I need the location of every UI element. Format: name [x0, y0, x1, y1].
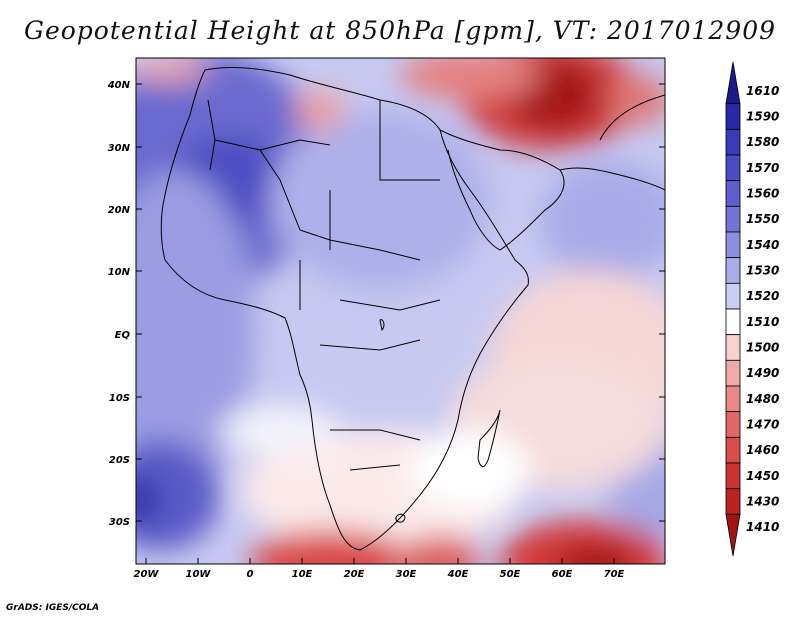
lon-label-30e: 30E [396, 569, 417, 580]
lat-label-30s: 30S [109, 517, 130, 528]
chart-title: Geopotential Height at 850hPa [gpm], VT:… [23, 16, 777, 45]
colorbar-label: 1550 [746, 212, 779, 226]
lat-label-10n: 10N [108, 267, 131, 278]
colorbar-swatch [725, 436, 741, 464]
lat-label-20s: 20S [109, 455, 130, 466]
colorbar-swatch [725, 154, 741, 182]
colorbar-swatch [725, 308, 741, 336]
colorbar-label: 1470 [746, 418, 779, 432]
colorbar-label: 1580 [746, 135, 779, 149]
colorbar-swatch [725, 257, 741, 284]
colorbar-swatch [725, 128, 741, 156]
coastlines [160, 67, 665, 551]
colorbar-swatch [725, 359, 741, 387]
lat-label-30n: 30N [108, 143, 131, 154]
lon-axis: 20W 10W 0 10E 20E 30E 40E 50E 60E 70E [134, 558, 625, 580]
colorbar-label: 1570 [746, 161, 779, 175]
lon-label-60e: 60E [552, 569, 573, 580]
lon-label-50e: 50E [500, 569, 521, 580]
colorbar-label: 1410 [746, 520, 779, 534]
colorbar-label: 1490 [746, 366, 779, 380]
lat-axis: 40N 30N 20N 10N EQ 10S 20S 30S [107, 80, 665, 528]
colorbar-arrow-top [725, 61, 741, 105]
colorbar-swatch [725, 103, 741, 130]
colorbar-label: 1500 [746, 341, 779, 355]
height-field [136, 58, 665, 564]
map-frame [135, 57, 666, 565]
lat-label-40n: 40N [107, 80, 131, 91]
colorbar-label: 1480 [746, 392, 779, 406]
colorbar-label: 1540 [746, 238, 779, 252]
lon-label-0: 0 [247, 569, 254, 580]
colorbar-label: 1430 [746, 495, 779, 509]
colorbar-swatch [725, 334, 741, 361]
lat-label-20n: 20N [108, 205, 131, 216]
colorbar-swatch [725, 488, 741, 515]
colorbar-label: 1510 [746, 315, 779, 329]
footer-credit: GrADS: IGES/COLA [6, 603, 100, 613]
lat-label-10s: 10S [109, 393, 130, 404]
colorbar-label: 1520 [746, 289, 779, 303]
colorbar-swatch [725, 411, 741, 438]
lon-label-70e: 70E [604, 569, 625, 580]
colorbar-label: 1530 [746, 264, 779, 278]
colorbar-swatch [725, 231, 741, 259]
colorbar-label: 1450 [746, 469, 779, 483]
lon-label-20w: 20W [134, 569, 160, 580]
colorbar-label: 1590 [746, 110, 779, 124]
lon-label-40e: 40E [447, 569, 469, 580]
colorbar-swatch [725, 205, 741, 233]
colorbar-label: 1560 [746, 187, 779, 201]
colorbar-swatch [725, 385, 741, 413]
colorbar-swatch [725, 282, 741, 310]
colorbar-swatch [725, 462, 741, 490]
colorbar-label: 1460 [746, 443, 779, 457]
lon-label-10e: 10E [292, 569, 313, 580]
lon-label-10w: 10W [186, 569, 212, 580]
lon-label-20e: 20E [344, 569, 365, 580]
colorbar: 1610 1590 1580 1570 1560 1550 1540 1530 1520 1510… [725, 61, 779, 557]
colorbar-arrow-bottom [725, 513, 741, 557]
lat-label-eq: EQ [115, 330, 131, 341]
colorbar-label: 1610 [746, 84, 779, 98]
colorbar-swatch [725, 180, 741, 207]
